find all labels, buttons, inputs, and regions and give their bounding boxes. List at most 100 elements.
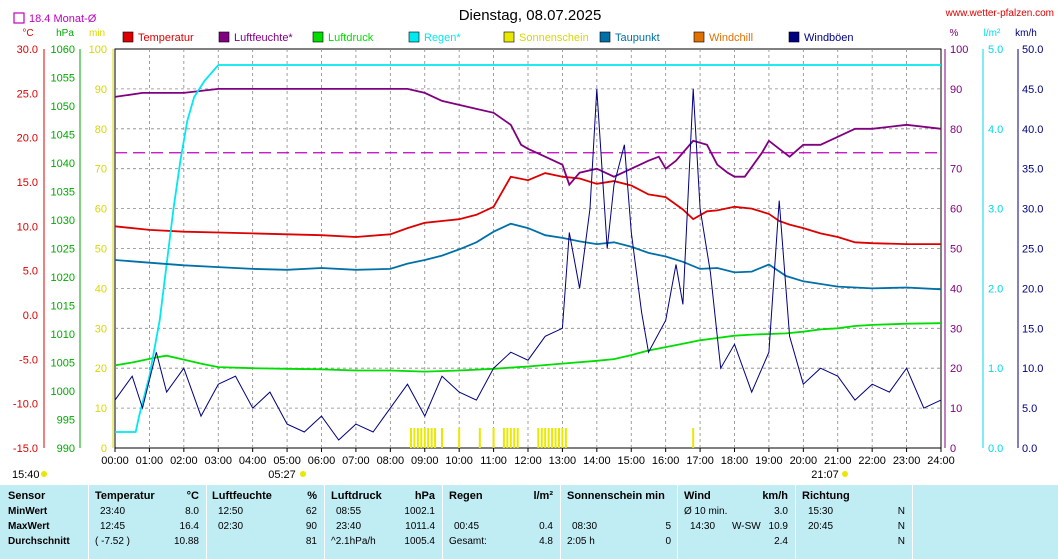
current-time-label: 15:40: [12, 469, 40, 481]
tick-label-wind: 5.0: [1022, 403, 1037, 415]
sunrise-label: 05:27: [268, 469, 296, 481]
sunshine-bar: [544, 428, 547, 448]
x-tick-label: 14:00: [583, 455, 611, 467]
x-tick-label: 03:00: [204, 455, 232, 467]
hum-min: 62: [305, 506, 317, 517]
month-average-icon: [13, 12, 25, 24]
dir-avg: N: [897, 536, 905, 547]
tick-label-pressure: 1055: [51, 73, 75, 85]
tick-label-rain: 5.0: [988, 44, 1003, 56]
sunshine-bar: [420, 428, 423, 448]
header-sonnenschein: Sonnenschein min: [567, 490, 665, 502]
sun-total: 2:05 h: [567, 536, 595, 547]
tick-label-temp: 5.0: [23, 266, 38, 278]
x-tick-label: 00:00: [101, 455, 129, 467]
legend-swatch: [218, 31, 230, 43]
sunshine-bar: [540, 428, 543, 448]
tick-label-sun: 40: [95, 283, 107, 295]
chart-title: Dienstag, 08.07.2025: [459, 7, 602, 24]
legend-label: Temperatur: [138, 32, 194, 44]
sunset-icon: [842, 471, 848, 477]
sunshine-bar: [554, 428, 557, 448]
x-tick-label: 11:00: [480, 455, 507, 467]
press-avg: 1005.4: [404, 536, 435, 547]
tick-label-humidity: 80: [950, 124, 962, 136]
rain-max-time: 00:45: [454, 521, 480, 532]
wind-avg10: 3.0: [774, 506, 788, 517]
column-separator: [912, 485, 913, 559]
tick-label-humidity: 10: [950, 403, 962, 415]
legend-label: Windböen: [804, 32, 854, 44]
press-min-time: 08:55: [336, 506, 362, 517]
tick-label-pressure: 1015: [51, 301, 75, 313]
sunshine-bar: [409, 428, 412, 448]
x-tick-label: 04:00: [239, 455, 267, 467]
tick-label-rain: 4.0: [988, 124, 1003, 136]
sunshine-bar: [513, 428, 516, 448]
x-tick-label: 21:00: [824, 455, 852, 467]
x-tick-label: 16:00: [652, 455, 680, 467]
sunshine-bar: [551, 428, 554, 448]
unit-label-wind: km/h: [1015, 28, 1037, 39]
temp-avg-note: ( -7.52 ): [95, 536, 131, 547]
tick-label-pressure: 1020: [51, 272, 75, 284]
sunshine-bar: [516, 428, 519, 448]
x-tick-label: 22:00: [858, 455, 886, 467]
tick-label-pressure: 995: [57, 415, 75, 427]
legend-label: Sonnenschein: [519, 32, 589, 44]
header-wind: Wind: [684, 490, 711, 502]
tick-label-rain: 2.0: [988, 283, 1003, 295]
series-line-regen: [115, 64, 941, 433]
x-tick-label: 20:00: [790, 455, 818, 467]
hum-min-time: 12:50: [218, 506, 244, 517]
legend-swatch: [312, 31, 324, 43]
sunshine-bar: [416, 428, 419, 448]
unit-label-temp: °C: [22, 28, 33, 39]
tick-label-sun: 20: [95, 363, 107, 375]
tick-label-wind: 50.0: [1022, 44, 1043, 56]
header-temperatur: Temperatur: [95, 490, 155, 502]
header-richtung: Richtung: [802, 490, 850, 502]
tick-label-temp: 10.0: [17, 221, 38, 233]
column-separator: [206, 485, 207, 559]
header-regen: Regen: [449, 490, 483, 502]
x-tick-label: 05:00: [273, 455, 301, 467]
tick-label-pressure: 1035: [51, 187, 75, 199]
tick-label-temp: 30.0: [17, 44, 38, 56]
sunshine-bar: [427, 428, 430, 448]
x-tick-label: 02:00: [170, 455, 198, 467]
legend-label: Regen*: [424, 32, 461, 44]
x-tick-label: 15:00: [617, 455, 645, 467]
tick-label-pressure: 1040: [51, 158, 75, 170]
column-separator: [324, 485, 325, 559]
series-line-temperatur: [114, 172, 941, 245]
dir-max: N: [897, 521, 905, 532]
unit-luftfeuchte: %: [307, 490, 317, 502]
x-tick-label: 10:00: [445, 455, 473, 467]
tick-label-temp: -15.0: [13, 443, 38, 455]
sunshine-bar: [692, 428, 695, 448]
tick-label-humidity: 60: [950, 204, 962, 216]
tick-label-wind: 10.0: [1022, 363, 1043, 375]
sunshine-bar: [502, 428, 505, 448]
unit-label-sun: min: [89, 28, 105, 39]
tick-label-pressure: 1050: [51, 101, 75, 113]
unit-wind: km/h: [762, 490, 788, 502]
sunshine-bar: [440, 428, 443, 448]
dir-min: N: [897, 506, 905, 517]
temp-min-time: 23:40: [100, 506, 126, 517]
sunshine-bar: [458, 428, 461, 448]
tick-label-temp: 0.0: [23, 310, 38, 322]
unit-regen: l/m²: [533, 490, 553, 502]
hum-max: 90: [305, 521, 317, 532]
tick-label-wind: 0.0: [1022, 443, 1037, 455]
tick-label-pressure: 1025: [51, 244, 75, 256]
tick-label-temp: 15.0: [17, 177, 38, 189]
column-separator: [795, 485, 796, 559]
sunshine-bar: [492, 428, 495, 448]
header-luftdruck: Luftdruck: [331, 490, 382, 502]
temp-min: 8.0: [185, 506, 199, 517]
x-tick-label: 06:00: [308, 455, 336, 467]
tick-label-pressure: 1060: [51, 44, 75, 56]
tick-label-wind: 40.0: [1022, 124, 1043, 136]
